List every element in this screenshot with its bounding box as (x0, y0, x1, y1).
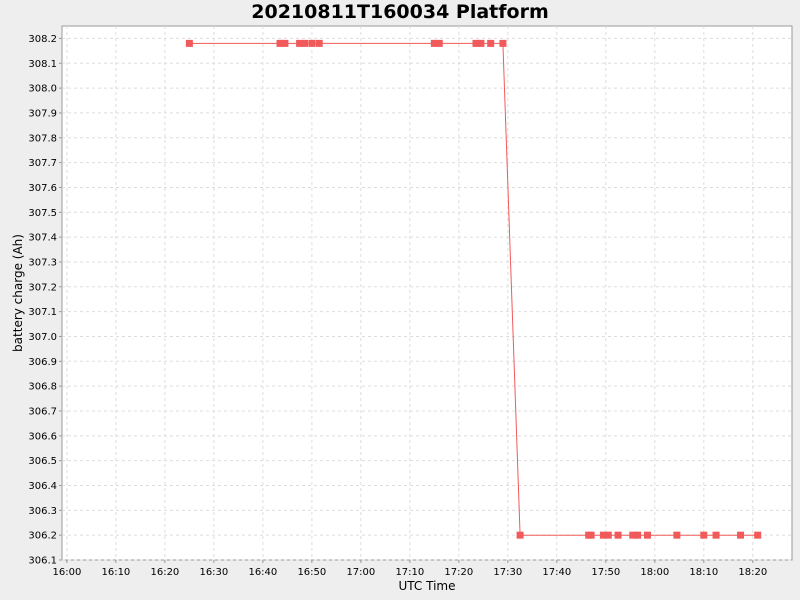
data-point (712, 531, 720, 539)
y-tick-label: 308.1 (28, 59, 57, 70)
x-tick-label: 18:10 (689, 567, 718, 578)
x-tick-label: 17:00 (346, 567, 375, 578)
y-tick-label: 306.3 (28, 506, 57, 517)
x-tick-label: 18:00 (640, 567, 669, 578)
data-point (435, 39, 443, 47)
data-point (499, 39, 507, 47)
data-point (308, 39, 316, 47)
data-point (472, 39, 480, 47)
x-tick-label: 17:30 (493, 567, 522, 578)
y-tick-label: 306.8 (28, 382, 57, 393)
x-tick-label: 16:30 (199, 567, 228, 578)
y-tick-label: 307.8 (28, 133, 57, 144)
plot-area (61, 25, 793, 561)
y-tick-label: 306.1 (28, 556, 57, 567)
x-tick-label: 17:10 (395, 567, 424, 578)
data-point (281, 39, 289, 47)
data-point (315, 39, 323, 47)
y-tick-label: 306.6 (28, 431, 57, 442)
x-tick-label: 16:00 (52, 567, 81, 578)
x-tick-label: 17:20 (444, 567, 473, 578)
y-tick-label: 307.6 (28, 183, 57, 194)
chart-title: 20210811T160034 Platform (251, 1, 549, 23)
y-tick-label: 306.9 (28, 357, 57, 368)
data-point (754, 531, 762, 539)
y-tick-label: 307.4 (28, 233, 57, 244)
x-tick-label: 16:20 (150, 567, 179, 578)
y-tick-label: 307.7 (28, 158, 57, 169)
data-point (301, 39, 309, 47)
y-tick-label: 307.3 (28, 257, 57, 268)
data-point (296, 39, 304, 47)
x-tick-label: 18:20 (738, 567, 767, 578)
y-tick-label: 306.7 (28, 406, 57, 417)
data-series (185, 39, 762, 539)
data-point (673, 531, 681, 539)
y-tick-label: 308.2 (28, 34, 57, 45)
data-point (276, 39, 284, 47)
x-tick-label: 17:40 (542, 567, 571, 578)
x-tick-label: 16:50 (297, 567, 326, 578)
x-axis-label: UTC Time (399, 579, 456, 593)
y-tick-label: 307.5 (28, 208, 57, 219)
data-point (430, 39, 438, 47)
data-point (487, 39, 495, 47)
y-tick-label: 307.2 (28, 282, 57, 293)
data-point (185, 39, 193, 47)
data-point (614, 531, 622, 539)
data-point (643, 531, 651, 539)
data-point (599, 531, 607, 539)
data-point (516, 531, 524, 539)
y-axis-label: battery charge (Ah) (11, 234, 25, 352)
data-point (604, 531, 612, 539)
x-tick-label: 16:10 (101, 567, 130, 578)
x-tick-label: 17:50 (591, 567, 620, 578)
x-tick-label: 16:40 (248, 567, 277, 578)
grid-lines (62, 26, 792, 561)
data-point (737, 531, 745, 539)
y-tick-label: 307.9 (28, 108, 57, 119)
y-tick-label: 306.5 (28, 456, 57, 467)
y-tick-label: 306.4 (28, 481, 57, 492)
data-point (587, 531, 595, 539)
y-tick-label: 307.0 (28, 332, 57, 343)
y-tick-label: 307.1 (28, 307, 57, 318)
y-tick-label: 306.2 (28, 531, 57, 542)
axes: 16:00 16:10 16:20 16:30 16:40 16:50 17:00 17:10… (28, 34, 767, 578)
data-point (700, 531, 708, 539)
data-point (477, 39, 485, 47)
data-point (629, 531, 637, 539)
data-point (634, 531, 642, 539)
y-tick-label: 308.0 (28, 84, 57, 95)
